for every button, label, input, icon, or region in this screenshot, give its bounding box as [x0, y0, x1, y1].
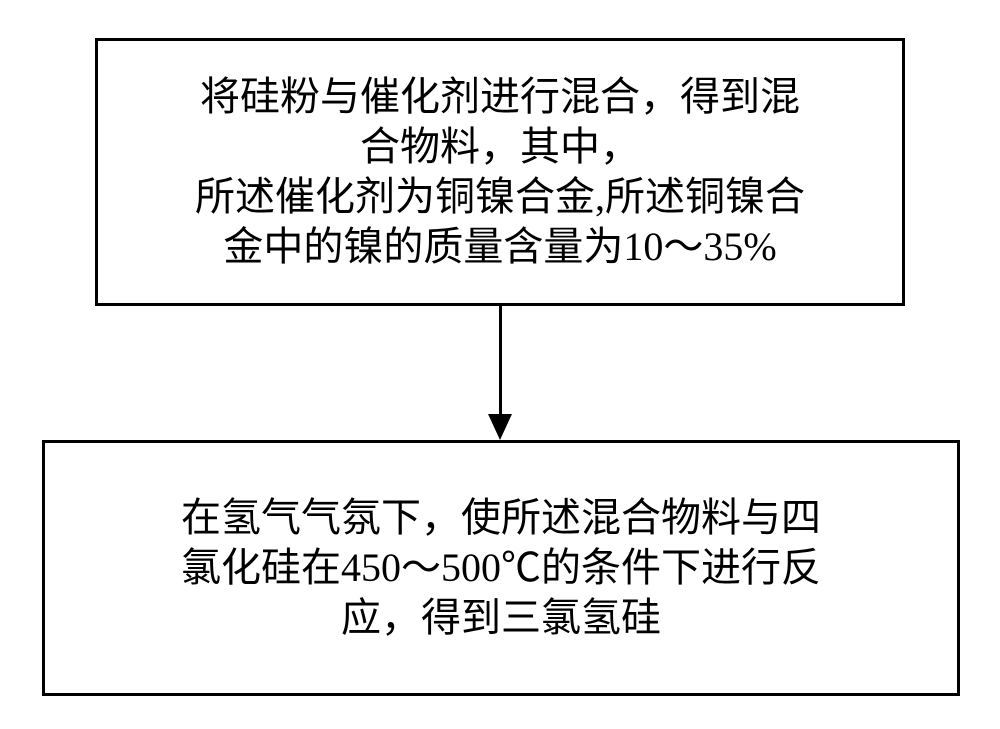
- node-text-line: 氯化硅在450～500℃的条件下进行反: [181, 543, 821, 593]
- flowchart-node-step2: 在氢气气氛下，使所述混合物料与四氯化硅在450～500℃的条件下进行反应，得到三…: [42, 440, 960, 696]
- flowchart-node-step1: 将硅粉与催化剂进行混合，得到混合物料，其中，所述催化剂为铜镍合金,所述铜镍合金中…: [95, 38, 905, 306]
- node-text-line: 合物料，其中，: [360, 122, 640, 172]
- node-text-line: 所述催化剂为铜镍合金,所述铜镍合: [195, 172, 805, 222]
- node-text-line: 在氢气气氛下，使所述混合物料与四: [181, 493, 821, 543]
- flowchart-edge: [499, 306, 502, 414]
- node-text-line: 金中的镍的质量含量为10～35%: [223, 222, 776, 272]
- node-text-line: 将硅粉与催化剂进行混合，得到混: [200, 72, 800, 122]
- node-text-line: 应，得到三氯氢硅: [341, 593, 661, 643]
- flowchart-canvas: 将硅粉与催化剂进行混合，得到混合物料，其中，所述催化剂为铜镍合金,所述铜镍合金中…: [0, 0, 1000, 729]
- arrow-head-icon: [488, 414, 512, 440]
